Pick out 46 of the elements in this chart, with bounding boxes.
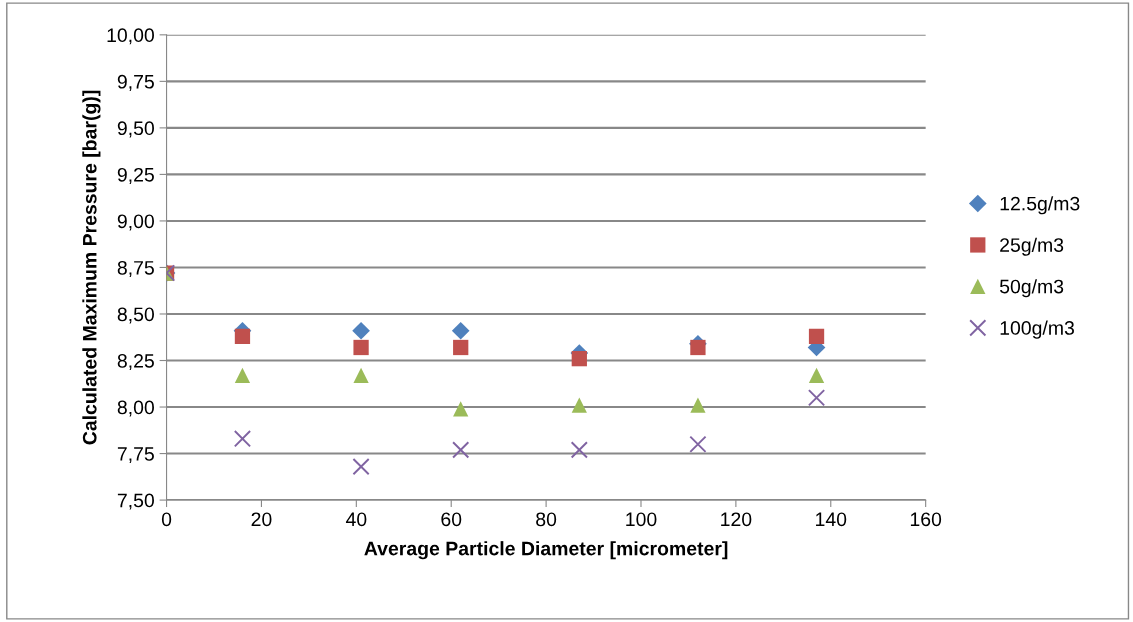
y-tick-label: 9,75 [117, 74, 154, 91]
point [808, 367, 825, 384]
y-tick-label: 10,00 [107, 28, 154, 45]
point [353, 367, 369, 384]
legend-label: 100g/m3 [1000, 320, 1074, 339]
point [808, 328, 825, 344]
point [233, 430, 252, 448]
point [690, 397, 706, 413]
x-tick-label: 40 [345, 512, 367, 527]
y-tick-label: 9,25 [117, 167, 154, 184]
point [570, 441, 588, 459]
y-tick-label: 7,75 [117, 447, 154, 464]
y-tick-label: 9,00 [117, 214, 154, 231]
y-axis-title: Calculated Maximum Pressure [bar(g)] [82, 90, 101, 445]
point [234, 367, 251, 384]
x-tick-label: 140 [816, 512, 847, 527]
x-tick-label: 120 [721, 512, 752, 527]
point [689, 435, 707, 453]
x-tick-label: 20 [251, 512, 272, 527]
y-tick-label: 8,00 [117, 400, 154, 417]
y-tick-label: 7,50 [117, 493, 154, 510]
y-tick-label: 9,50 [117, 121, 154, 138]
x-tick-label: 80 [536, 512, 557, 527]
point [571, 397, 587, 413]
point [451, 321, 470, 340]
point [352, 321, 370, 340]
point [453, 339, 469, 356]
point [452, 441, 470, 459]
point [807, 389, 826, 407]
point [353, 339, 369, 356]
y-tick-label: 8,50 [117, 307, 154, 324]
legend-label: 12.5g/m3 [1000, 196, 1080, 215]
x-tick-label: 160 [910, 512, 942, 527]
x-axis-title: Average Particle Diameter [micrometer] [364, 541, 728, 560]
legend-label: 25g/m3 [1000, 237, 1064, 256]
x-tick-label: 0 [161, 512, 172, 527]
point [453, 401, 469, 417]
point [690, 339, 706, 356]
y-tick-label: 8,75 [117, 260, 154, 277]
legend-label: 50g/m3 [999, 279, 1064, 298]
point [352, 457, 370, 476]
x-tick-label: 60 [441, 512, 462, 527]
y-tick-label: 8,25 [117, 353, 154, 371]
point [234, 328, 251, 344]
point [571, 351, 587, 367]
x-tick-label: 100 [626, 512, 657, 527]
